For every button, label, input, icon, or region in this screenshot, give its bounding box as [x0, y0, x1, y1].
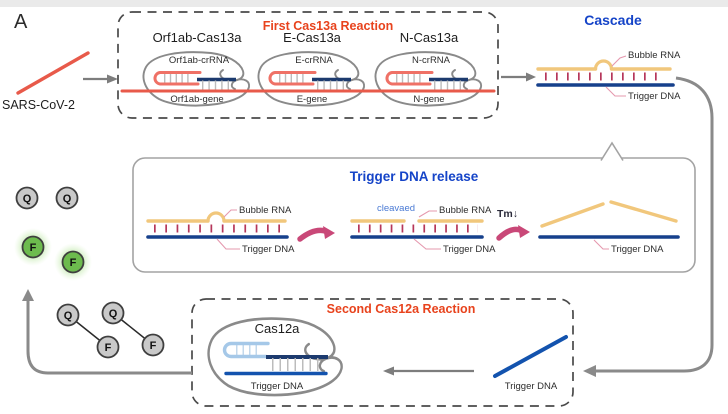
unit-name: Orf1ab-Cas13a	[153, 30, 243, 45]
trigger-dna-release-box: Trigger DNA release Bubble RNA Trigger D…	[132, 141, 696, 273]
arrow-cleave-step	[297, 226, 335, 242]
bubble-rna-label: Bubble RNA	[239, 205, 292, 216]
fluorophore-circle	[21, 235, 45, 259]
quencher-circle	[101, 301, 125, 325]
unit-name: N-Cas13a	[400, 30, 459, 45]
second-cas12a-reaction-box: Second Cas12a Reaction Cas12a Trigger DN…	[191, 298, 574, 407]
viral-rna-line	[16, 51, 90, 95]
fluorophore-circle	[61, 250, 85, 274]
callout-line	[605, 86, 626, 97]
crrna-hairpin	[153, 71, 202, 86]
cas13a-unit-n: N-Cas13a N-crRNA N-gene	[374, 30, 483, 107]
top-edge-strip	[0, 0, 728, 7]
gene-label: Orf1ab-gene	[170, 94, 223, 105]
trigger-dna-label: Trigger DNA	[611, 244, 664, 255]
first-reaction-title: First Cas13a Reaction	[263, 19, 394, 33]
quenched-reporter-probes: Q F Q F	[56, 301, 165, 359]
released-rna-right	[609, 200, 678, 223]
arrow-second-reaction-to-signal	[22, 289, 192, 375]
trigger-dna-label: Trigger DNA	[443, 244, 496, 255]
fluorophore-circle-quenched	[96, 335, 120, 359]
arrowhead-left	[383, 366, 394, 376]
release-box-border	[132, 157, 696, 273]
free-trigger-dna: Trigger DNA	[493, 335, 568, 392]
bubble-rna-label: Bubble RNA	[628, 50, 681, 61]
arrow-trigger-to-cas12a	[383, 366, 474, 376]
arrowhead-right	[323, 226, 335, 239]
crrna-hairpin	[385, 71, 434, 86]
callout-notch-fill	[601, 143, 623, 161]
quencher-letter: Q	[23, 193, 32, 205]
cleaved-label: cleavaed	[377, 203, 415, 214]
cascade-title: Cascade	[584, 12, 642, 28]
first-reaction-border	[117, 11, 499, 119]
trigger-dna-strand	[493, 335, 568, 378]
fluorophore-letter: F	[70, 257, 77, 269]
released-quenchers: Q Q	[15, 186, 79, 210]
quencher-letter: Q	[64, 310, 73, 322]
crrna-label: E-crRNA	[295, 55, 333, 66]
arrowhead-right	[107, 74, 118, 84]
callout-line	[593, 239, 609, 250]
cas13a-unit-e: E-Cas13a E-crRNA E-gene	[257, 30, 366, 107]
arrowhead-right	[526, 72, 536, 82]
fluorophore-letter: F	[30, 242, 37, 254]
fluorophore-circle-quenched	[141, 333, 165, 357]
cas12a-label: Cas12a	[255, 321, 301, 336]
released-rna-left	[540, 202, 605, 228]
cas12a-crrna-hairpin	[222, 341, 270, 359]
panel-label: A	[14, 11, 28, 33]
crrna-label: Orf1ab-crRNA	[169, 55, 230, 66]
released-trigger-dna: Trigger DNA	[538, 200, 680, 255]
trigger-dna-label: Trigger DNA	[251, 381, 304, 392]
released-fluorophores: F F	[14, 228, 92, 281]
quencher-letter: Q	[109, 308, 118, 320]
trigger-dna-label: Trigger DNA	[628, 91, 681, 102]
duplex-cleaved: cleavaed Bubble RNA Trigger DNA	[350, 203, 496, 255]
callout-line	[223, 209, 237, 218]
cas12a-unit: Cas12a Trigger DNA	[207, 317, 344, 397]
quencher-circle	[15, 186, 39, 210]
sars-cov-2-rna: SARS-CoV-2	[2, 51, 90, 112]
rna-bubble-loop	[593, 59, 614, 71]
bubble-rna-label: Bubble RNA	[439, 205, 492, 216]
arrow-first-reaction-to-cascade	[501, 72, 536, 82]
quencher-letter: Q	[63, 193, 72, 205]
first-cas13a-reaction-box: First Cas13a Reaction Orf1ab-Cas13a Orf1…	[117, 11, 499, 119]
gene-label: N-gene	[413, 94, 444, 105]
quencher-circle	[55, 186, 79, 210]
callout-notch	[600, 141, 624, 161]
second-reaction-border	[191, 298, 574, 407]
second-reaction-title: Second Cas12a Reaction	[327, 302, 476, 316]
duplex-intact: Bubble RNA Trigger DNA	[146, 205, 295, 255]
callout-line	[216, 238, 240, 250]
cascade-section: Cascade Bubble RNA Trigger DNA	[536, 12, 681, 102]
gene-label: E-gene	[297, 94, 328, 105]
fluorophore-letter: F	[105, 342, 112, 354]
arrowhead-up	[22, 289, 34, 301]
cas13a-unit-orf1ab: Orf1ab-Cas13a Orf1ab-crRNA Orf1ab-gene	[142, 30, 251, 107]
fluorophore-letter: F	[150, 340, 157, 352]
callout-line	[418, 210, 437, 218]
arrow-cascade-to-second-reaction	[583, 76, 714, 377]
tm-label: Tm↓	[497, 208, 518, 220]
trigger-dna-label: Trigger DNA	[505, 381, 558, 392]
callout-line	[413, 238, 441, 250]
crrna-label: N-crRNA	[412, 55, 451, 66]
arrow-sars-to-first-reaction	[83, 74, 118, 84]
sars-label: SARS-CoV-2	[2, 98, 75, 112]
unit-name: E-Cas13a	[283, 30, 342, 45]
arrowhead-left	[583, 365, 596, 377]
arrow-melt-step	[496, 225, 530, 241]
crrna-hairpin	[268, 71, 317, 86]
rna-bubble-loop	[206, 211, 226, 223]
trigger-dna-label: Trigger DNA	[242, 244, 295, 255]
quencher-circle	[56, 303, 80, 327]
release-title: Trigger DNA release	[350, 169, 479, 184]
arrowhead-right	[518, 225, 530, 238]
callout-line	[611, 55, 627, 67]
